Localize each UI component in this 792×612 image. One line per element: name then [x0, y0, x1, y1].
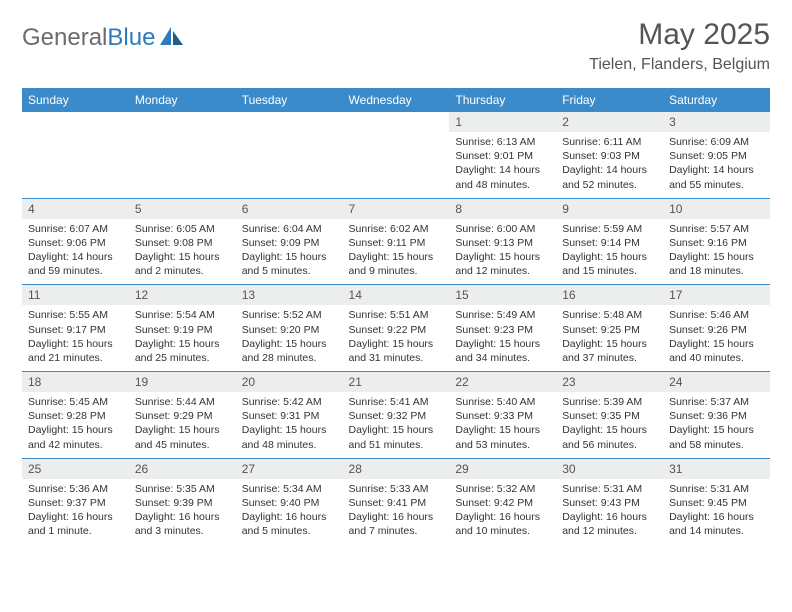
day-number: 23: [556, 372, 663, 393]
daynum-row: 18192021222324: [22, 372, 770, 393]
details-row: Sunrise: 5:55 AMSunset: 9:17 PMDaylight:…: [22, 305, 770, 371]
logo-part1: General: [22, 24, 107, 51]
day-number: 29: [449, 458, 556, 479]
day-details: Sunrise: 5:51 AMSunset: 9:22 PMDaylight:…: [343, 305, 450, 371]
day-number: 17: [663, 285, 770, 306]
day-number: 10: [663, 198, 770, 219]
day-number: 6: [236, 198, 343, 219]
day-details: Sunrise: 6:09 AMSunset: 9:05 PMDaylight:…: [663, 132, 770, 198]
day-number: 1: [449, 112, 556, 132]
day-number: 27: [236, 458, 343, 479]
day-number: 7: [343, 198, 450, 219]
day-details: Sunrise: 5:37 AMSunset: 9:36 PMDaylight:…: [663, 392, 770, 458]
day-details: Sunrise: 5:52 AMSunset: 9:20 PMDaylight:…: [236, 305, 343, 371]
col-thursday: Thursday: [449, 88, 556, 112]
day-number: [129, 112, 236, 132]
day-details: Sunrise: 6:00 AMSunset: 9:13 PMDaylight:…: [449, 219, 556, 285]
col-monday: Monday: [129, 88, 236, 112]
day-details: Sunrise: 5:49 AMSunset: 9:23 PMDaylight:…: [449, 305, 556, 371]
day-details: Sunrise: 5:59 AMSunset: 9:14 PMDaylight:…: [556, 219, 663, 285]
day-number: 8: [449, 198, 556, 219]
day-details: Sunrise: 5:44 AMSunset: 9:29 PMDaylight:…: [129, 392, 236, 458]
day-details: Sunrise: 5:39 AMSunset: 9:35 PMDaylight:…: [556, 392, 663, 458]
col-friday: Friday: [556, 88, 663, 112]
logo-part2: Blue: [107, 24, 155, 51]
daynum-row: 25262728293031: [22, 458, 770, 479]
details-row: Sunrise: 6:13 AMSunset: 9:01 PMDaylight:…: [22, 132, 770, 198]
details-row: Sunrise: 6:07 AMSunset: 9:06 PMDaylight:…: [22, 219, 770, 285]
day-details: Sunrise: 6:05 AMSunset: 9:08 PMDaylight:…: [129, 219, 236, 285]
day-number: 2: [556, 112, 663, 132]
day-number: 19: [129, 372, 236, 393]
day-details: Sunrise: 6:02 AMSunset: 9:11 PMDaylight:…: [343, 219, 450, 285]
day-number: 25: [22, 458, 129, 479]
day-number: 30: [556, 458, 663, 479]
day-details: Sunrise: 5:31 AMSunset: 9:45 PMDaylight:…: [663, 479, 770, 545]
logo-text: GeneralBlue: [22, 24, 155, 52]
day-number: [236, 112, 343, 132]
day-number: 21: [343, 372, 450, 393]
day-number: 11: [22, 285, 129, 306]
daynum-row: 11121314151617: [22, 285, 770, 306]
col-tuesday: Tuesday: [236, 88, 343, 112]
day-details: Sunrise: 5:48 AMSunset: 9:25 PMDaylight:…: [556, 305, 663, 371]
day-details: [22, 132, 129, 198]
day-details: Sunrise: 5:36 AMSunset: 9:37 PMDaylight:…: [22, 479, 129, 545]
details-row: Sunrise: 5:36 AMSunset: 9:37 PMDaylight:…: [22, 479, 770, 545]
day-details: Sunrise: 5:45 AMSunset: 9:28 PMDaylight:…: [22, 392, 129, 458]
title-block: May 2025 Tielen, Flanders, Belgium: [589, 18, 770, 74]
day-details: Sunrise: 5:33 AMSunset: 9:41 PMDaylight:…: [343, 479, 450, 545]
day-number: 20: [236, 372, 343, 393]
day-number: 31: [663, 458, 770, 479]
day-number: 24: [663, 372, 770, 393]
logo: GeneralBlue: [22, 24, 185, 52]
day-number: 16: [556, 285, 663, 306]
day-details: Sunrise: 5:46 AMSunset: 9:26 PMDaylight:…: [663, 305, 770, 371]
day-number: 3: [663, 112, 770, 132]
day-number: 14: [343, 285, 450, 306]
day-details: [236, 132, 343, 198]
col-saturday: Saturday: [663, 88, 770, 112]
daynum-row: 123: [22, 112, 770, 132]
day-number: [343, 112, 450, 132]
daynum-row: 45678910: [22, 198, 770, 219]
day-details: Sunrise: 5:42 AMSunset: 9:31 PMDaylight:…: [236, 392, 343, 458]
day-number: 18: [22, 372, 129, 393]
day-number: 15: [449, 285, 556, 306]
day-header-row: Sunday Monday Tuesday Wednesday Thursday…: [22, 88, 770, 112]
day-number: 4: [22, 198, 129, 219]
day-details: Sunrise: 6:04 AMSunset: 9:09 PMDaylight:…: [236, 219, 343, 285]
day-details: Sunrise: 6:11 AMSunset: 9:03 PMDaylight:…: [556, 132, 663, 198]
day-details: Sunrise: 5:35 AMSunset: 9:39 PMDaylight:…: [129, 479, 236, 545]
day-number: 28: [343, 458, 450, 479]
day-number: [22, 112, 129, 132]
day-details: Sunrise: 5:57 AMSunset: 9:16 PMDaylight:…: [663, 219, 770, 285]
day-number: 5: [129, 198, 236, 219]
day-number: 13: [236, 285, 343, 306]
header: GeneralBlue May 2025 Tielen, Flanders, B…: [22, 18, 770, 74]
day-details: Sunrise: 5:34 AMSunset: 9:40 PMDaylight:…: [236, 479, 343, 545]
location-label: Tielen, Flanders, Belgium: [589, 56, 770, 74]
day-details: Sunrise: 5:31 AMSunset: 9:43 PMDaylight:…: [556, 479, 663, 545]
details-row: Sunrise: 5:45 AMSunset: 9:28 PMDaylight:…: [22, 392, 770, 458]
day-number: 9: [556, 198, 663, 219]
day-number: 12: [129, 285, 236, 306]
calendar-table: Sunday Monday Tuesday Wednesday Thursday…: [22, 88, 770, 545]
day-details: Sunrise: 6:07 AMSunset: 9:06 PMDaylight:…: [22, 219, 129, 285]
day-details: Sunrise: 5:40 AMSunset: 9:33 PMDaylight:…: [449, 392, 556, 458]
page-title: May 2025: [589, 18, 770, 52]
day-details: Sunrise: 5:55 AMSunset: 9:17 PMDaylight:…: [22, 305, 129, 371]
col-wednesday: Wednesday: [343, 88, 450, 112]
logo-sail-icon: [159, 25, 185, 52]
day-number: 26: [129, 458, 236, 479]
day-number: 22: [449, 372, 556, 393]
day-details: [129, 132, 236, 198]
day-details: Sunrise: 5:32 AMSunset: 9:42 PMDaylight:…: [449, 479, 556, 545]
day-details: Sunrise: 5:41 AMSunset: 9:32 PMDaylight:…: [343, 392, 450, 458]
col-sunday: Sunday: [22, 88, 129, 112]
day-details: Sunrise: 6:13 AMSunset: 9:01 PMDaylight:…: [449, 132, 556, 198]
day-details: Sunrise: 5:54 AMSunset: 9:19 PMDaylight:…: [129, 305, 236, 371]
day-details: [343, 132, 450, 198]
